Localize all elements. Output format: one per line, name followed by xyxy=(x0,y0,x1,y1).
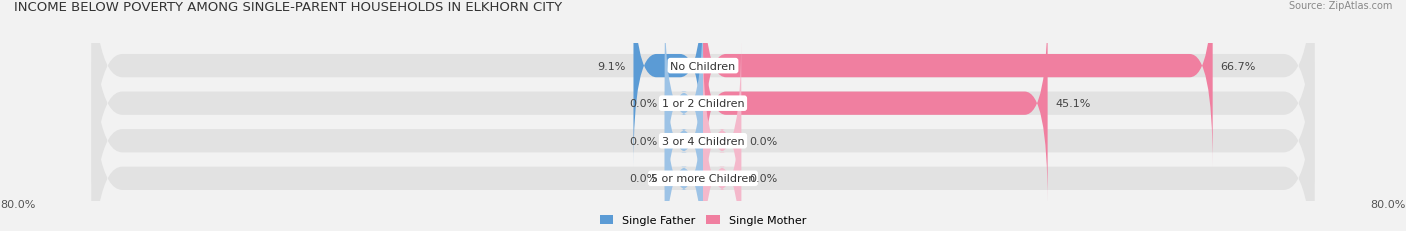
FancyBboxPatch shape xyxy=(91,40,1315,231)
Text: 45.1%: 45.1% xyxy=(1056,99,1091,109)
Text: 0.0%: 0.0% xyxy=(749,173,778,183)
FancyBboxPatch shape xyxy=(703,78,741,231)
FancyBboxPatch shape xyxy=(91,0,1315,204)
FancyBboxPatch shape xyxy=(703,3,1047,204)
FancyBboxPatch shape xyxy=(665,78,703,231)
Text: 0.0%: 0.0% xyxy=(749,136,778,146)
FancyBboxPatch shape xyxy=(91,3,1315,231)
Text: 1 or 2 Children: 1 or 2 Children xyxy=(662,99,744,109)
Text: 66.7%: 66.7% xyxy=(1220,61,1256,71)
Text: No Children: No Children xyxy=(671,61,735,71)
FancyBboxPatch shape xyxy=(634,0,703,167)
Text: INCOME BELOW POVERTY AMONG SINGLE-PARENT HOUSEHOLDS IN ELKHORN CITY: INCOME BELOW POVERTY AMONG SINGLE-PARENT… xyxy=(14,1,562,14)
FancyBboxPatch shape xyxy=(703,40,741,231)
Text: 9.1%: 9.1% xyxy=(598,61,626,71)
Text: 0.0%: 0.0% xyxy=(628,136,657,146)
FancyBboxPatch shape xyxy=(665,3,703,204)
Text: Source: ZipAtlas.com: Source: ZipAtlas.com xyxy=(1288,1,1392,11)
Legend: Single Father, Single Mother: Single Father, Single Mother xyxy=(600,215,806,225)
Text: 80.0%: 80.0% xyxy=(1371,199,1406,209)
Text: 0.0%: 0.0% xyxy=(628,99,657,109)
FancyBboxPatch shape xyxy=(703,0,1212,167)
Text: 80.0%: 80.0% xyxy=(0,199,35,209)
Text: 5 or more Children: 5 or more Children xyxy=(651,173,755,183)
Text: 0.0%: 0.0% xyxy=(628,173,657,183)
FancyBboxPatch shape xyxy=(91,0,1315,231)
Text: 3 or 4 Children: 3 or 4 Children xyxy=(662,136,744,146)
FancyBboxPatch shape xyxy=(665,40,703,231)
